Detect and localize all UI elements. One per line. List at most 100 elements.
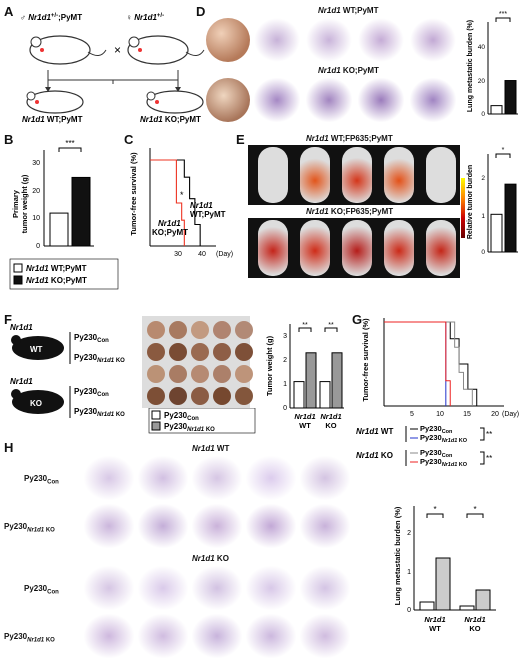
panel-a-female-label: ♀ Nr1d1+/- — [126, 13, 164, 22]
x-group-ko: KO — [469, 624, 480, 633]
lung-section — [84, 504, 134, 548]
x-tick: 40 — [198, 251, 206, 258]
mouse-icon — [11, 389, 64, 414]
lung-section — [192, 566, 242, 610]
bar-ko-con — [319, 381, 331, 409]
mouse-imaging — [258, 220, 288, 276]
lung-section — [84, 566, 134, 610]
py230-con: Py230Con — [74, 333, 109, 344]
tumor — [235, 343, 253, 361]
panel-h-title-wt: Nr1d1 WT — [192, 444, 230, 453]
lung-section — [246, 614, 296, 658]
panel-a-wt-label: Nr1d1 WT;PyMT — [22, 115, 83, 124]
panel-d-images: Nr1d1 WT;PyMT Nr1d1 KO;PyMT — [206, 6, 468, 126]
panel-b-letter: B — [4, 132, 14, 147]
mouse-imaging — [342, 147, 372, 203]
panel-h-images: Nr1d1 WT Nr1d1 KO — [84, 444, 354, 668]
bar-ko-con — [459, 605, 475, 611]
row-label-con: Py230Con — [24, 474, 59, 486]
y-tick: 2 — [407, 530, 411, 537]
wt-label: WT — [30, 345, 43, 354]
panel-d-letter: D — [196, 4, 206, 19]
tumor — [191, 387, 209, 405]
label-ko: Nr1d1 KO;PyMT — [152, 219, 188, 237]
lung-section — [84, 456, 134, 500]
row-label-ko: Py230Nr1d1 KO — [4, 522, 55, 534]
y-tick: 2 — [481, 175, 485, 182]
tumor — [213, 387, 231, 405]
x-tick: 30 — [174, 251, 182, 258]
tumor-photo — [206, 78, 250, 122]
mouse-icon — [127, 35, 205, 65]
y-tick: 2 — [283, 357, 287, 364]
tumor — [213, 321, 231, 339]
y-tick: 0 — [407, 607, 411, 614]
panel-a-male-label: ♂ Nr1d1+/-;PyMT — [20, 13, 82, 22]
legend-wt: Nr1d1 WT;PyMT — [26, 264, 87, 273]
row-label-con: Py230Con — [24, 584, 59, 596]
tumor — [169, 365, 187, 383]
panel-f-legend: Py230Con Py230Nr1d1 KO — [148, 408, 256, 434]
lung-section — [254, 18, 300, 62]
legend-ko: Nr1d1 KO;PyMT — [26, 276, 87, 285]
panel-c-letter: C — [124, 132, 134, 147]
mouse-imaging — [258, 147, 288, 203]
label-wt: Nr1d1 WT;PyMT — [190, 201, 226, 219]
panel-h-ylabel: Lung metastatic burden (%) — [393, 506, 402, 605]
bar-wt — [49, 212, 69, 247]
tumor — [147, 387, 165, 405]
tumor — [213, 365, 231, 383]
lung-section — [300, 504, 350, 548]
x-axis-label: (Day) — [502, 411, 519, 418]
sig-marker: * — [180, 190, 184, 200]
panel-d-title-wt: Nr1d1 WT;PyMT — [318, 6, 379, 15]
panel-b-ylabel: Primarytumor weight (g) — [11, 174, 29, 233]
lung-section — [138, 504, 188, 548]
bar-wt-ko — [435, 557, 451, 611]
y-tick: 0 — [283, 405, 287, 412]
panel-g-chart: Tumor-free survival (%) 5 10 15 20 (Day)… — [356, 318, 519, 468]
bar-ko-ko — [475, 589, 491, 611]
bar-ko-ko — [331, 352, 343, 409]
y-tick: 0 — [481, 111, 485, 118]
legend-ko-con: Py230Con — [420, 448, 453, 459]
sig-marker: ** — [328, 322, 334, 329]
tumor — [235, 365, 253, 383]
sig-marker: * — [473, 505, 476, 514]
legend-wt: Nr1d1 WT — [356, 427, 393, 436]
panel-e-ylabel: Relative tumor burden — [467, 165, 474, 239]
panel-h-letter: H — [4, 440, 14, 455]
lung-section — [192, 504, 242, 548]
sig-marker: *** — [499, 11, 507, 18]
mouse-icon — [26, 90, 84, 114]
x-group-wt: WT — [429, 624, 441, 633]
lung-section — [410, 18, 456, 62]
gene-label: Nr1d1 — [10, 323, 33, 332]
survival-line-ko-con — [384, 321, 473, 406]
panel-e-letter: E — [236, 132, 245, 147]
py230-con: Py230Con — [74, 387, 109, 398]
panel-c-ylabel: Tumor-free survival (%) — [129, 152, 138, 236]
mouse-icon — [29, 35, 107, 65]
mouse-imaging — [384, 220, 414, 276]
sig-marker: ** — [302, 322, 308, 329]
lung-section — [192, 614, 242, 658]
survival-line-wt-con — [384, 321, 478, 406]
mouse-imaging — [300, 220, 330, 276]
sig-marker: * — [433, 505, 436, 514]
x-group-wt: WT — [299, 421, 311, 430]
mouse-icon — [146, 90, 204, 114]
lung-section — [358, 78, 404, 122]
panel-d-ylabel: Lung metastatic burden (%) — [467, 20, 474, 112]
panel-e-title-ko: Nr1d1 KO;FP635;PyMT — [306, 207, 394, 216]
tumor — [169, 387, 187, 405]
lung-section — [246, 504, 296, 548]
panel-f-diagram: Nr1d1 WT Py230Con Py230Nr1d1 KO Nr1d1 KO… — [10, 323, 125, 418]
color-scale — [461, 178, 465, 238]
tumor — [169, 321, 187, 339]
sig-marker: * — [502, 147, 505, 154]
panel-f-chart: Tumor weight (g) 0 1 2 3 ** ** Nr1d1 WT … — [265, 322, 344, 430]
tumor — [191, 365, 209, 383]
legend-ko: Py230Nr1d1 KO — [164, 422, 215, 433]
mouse-imaging — [384, 147, 414, 203]
